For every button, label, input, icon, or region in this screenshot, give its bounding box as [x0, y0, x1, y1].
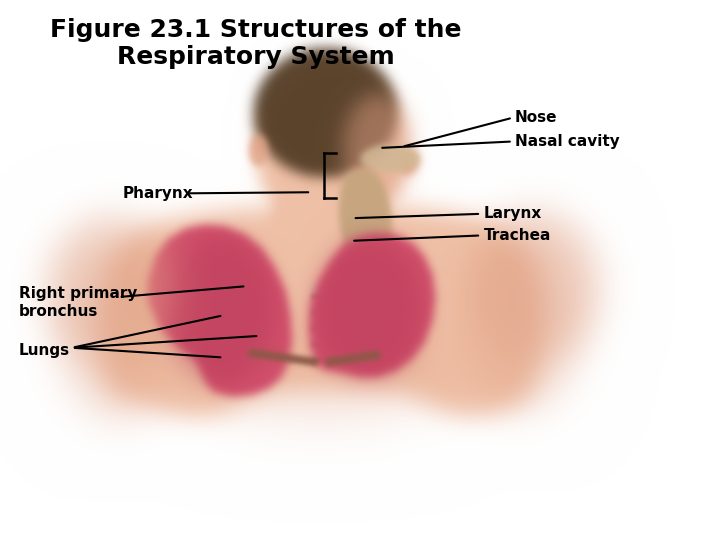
Text: Lungs: Lungs	[19, 343, 70, 359]
Text: Trachea: Trachea	[484, 228, 552, 243]
Text: Nose: Nose	[515, 110, 557, 125]
Text: Pharynx: Pharynx	[122, 186, 193, 201]
Text: Figure 23.1 Structures of the: Figure 23.1 Structures of the	[50, 18, 462, 42]
Text: Larynx: Larynx	[484, 206, 542, 221]
Text: Right primary
bronchus: Right primary bronchus	[19, 286, 137, 319]
Text: Nasal cavity: Nasal cavity	[515, 134, 619, 149]
Text: Respiratory System: Respiratory System	[117, 45, 395, 69]
